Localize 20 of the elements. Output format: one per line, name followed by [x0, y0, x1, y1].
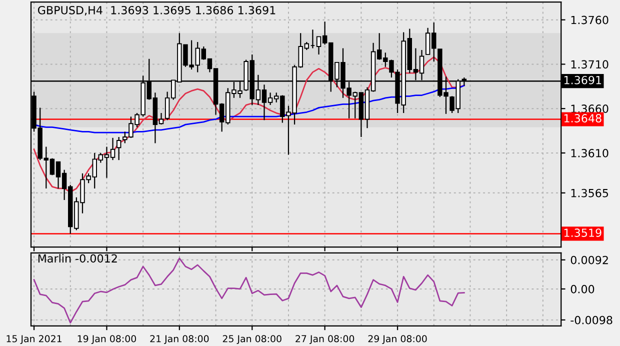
- x-tick-label: 21 Jan 08:00: [150, 335, 209, 344]
- y-tick-label: 1.3565: [571, 188, 608, 198]
- x-tick-label: 15 Jan 2021: [6, 335, 62, 344]
- line-series: [33, 56, 465, 193]
- ref-line-label: 1.3691: [564, 76, 602, 84]
- x-tick-label: 29 Jan 08:00: [368, 335, 427, 344]
- ref-line-label: 1.3519: [564, 228, 602, 237]
- y-tick-label: -0.0098: [570, 316, 612, 324]
- chart-title: Marlin -0.0012: [38, 254, 117, 263]
- x-tick-label: 27 Jan 08:00: [296, 335, 354, 344]
- y-tick-label: 1.3610: [571, 148, 608, 158]
- y-tick-label: 1.3760: [571, 16, 608, 24]
- ref-line-label: 1.3648: [564, 114, 602, 122]
- chart-title: GBPUSD,H4 1.3693 1.3695 1.3686 1.3691: [38, 6, 276, 16]
- x-tick-label: 25 Jan 08:00: [222, 335, 282, 344]
- y-tick-label: 0.00: [570, 284, 594, 294]
- x-tick-label: 19 Jan 08:00: [78, 335, 136, 344]
- candlestick: [116, 136, 122, 161]
- y-tick-label: 1.3710: [571, 60, 608, 69]
- y-tick-label: 0.0092: [570, 256, 608, 264]
